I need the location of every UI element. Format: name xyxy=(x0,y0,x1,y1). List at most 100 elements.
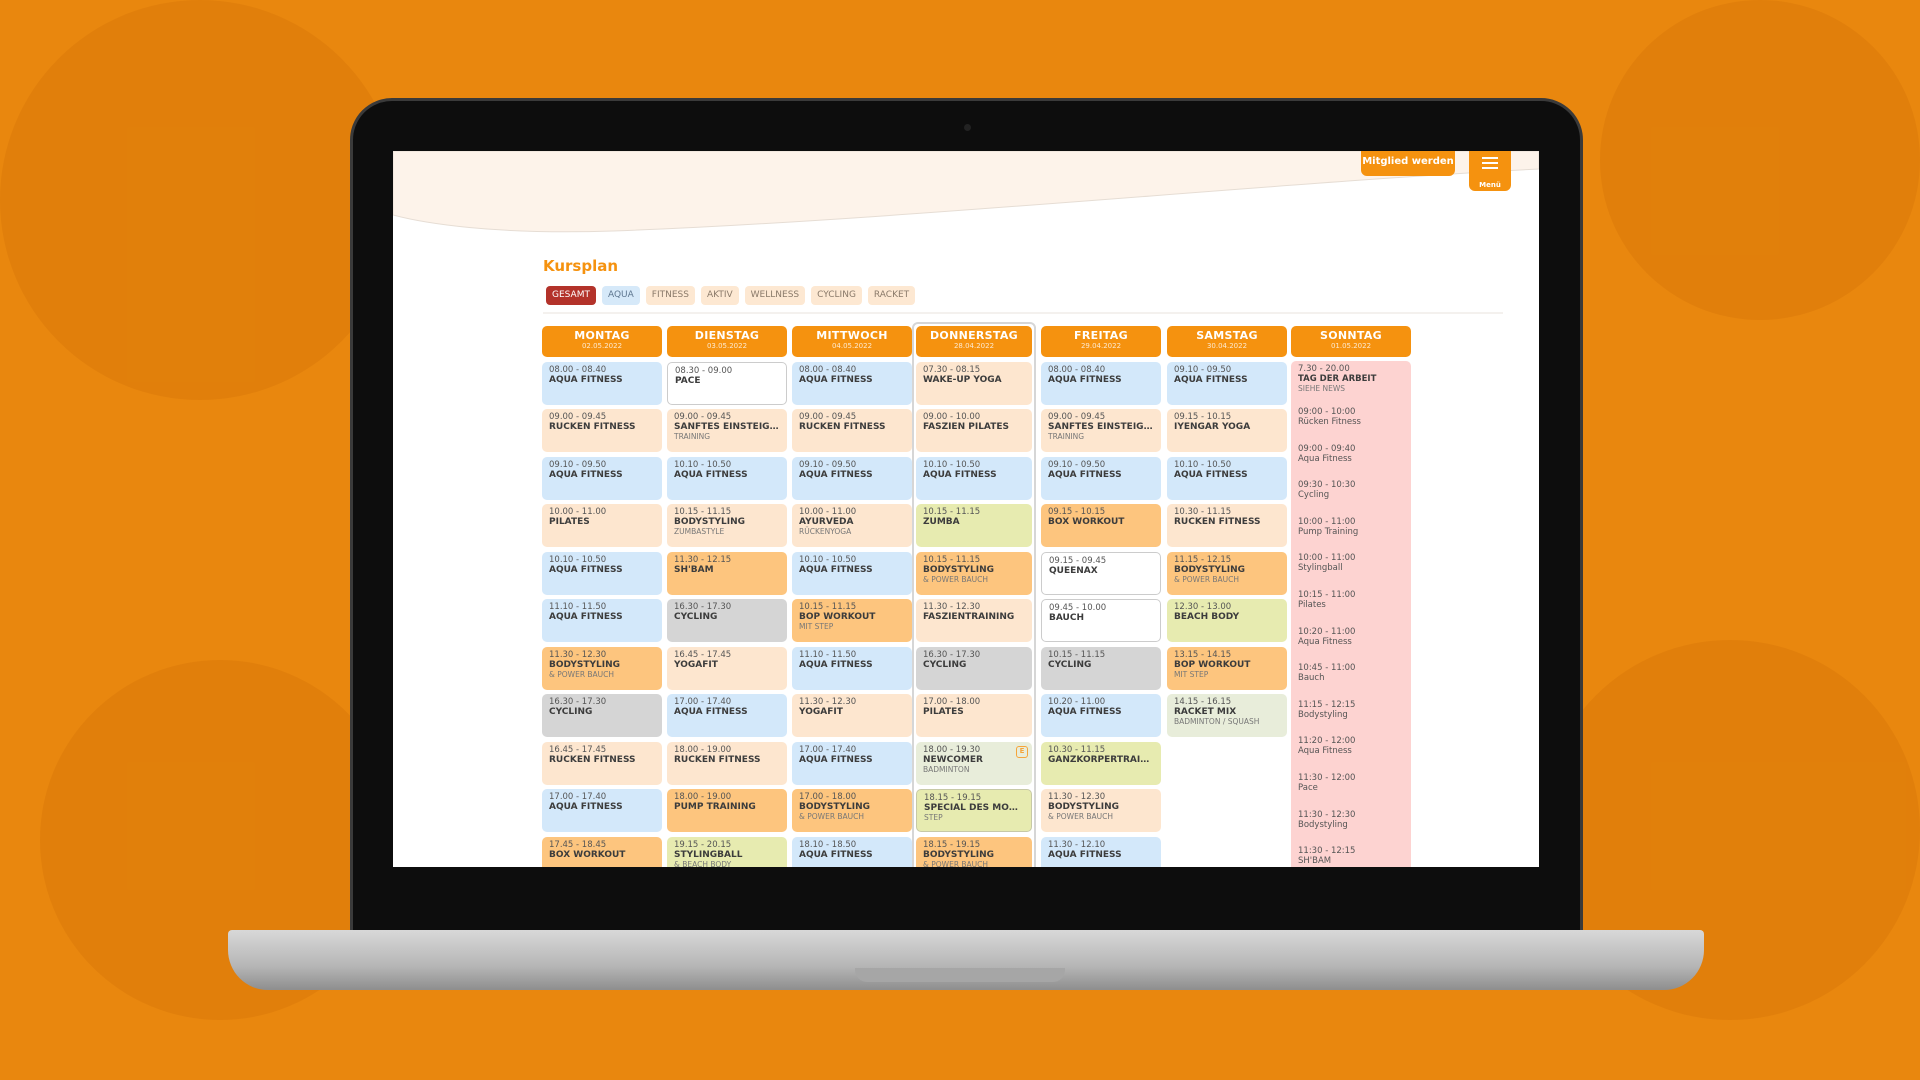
course-card[interactable]: 09.15 - 10.15 BOX WORKOUT xyxy=(1041,504,1161,547)
course-subtitle: SIEHE NEWS xyxy=(1298,384,1345,393)
course-card[interactable]: 16.30 - 17.30 CYCLING xyxy=(667,599,787,642)
course-time: 16.30 - 17.30 xyxy=(674,602,732,612)
course-card[interactable]: 16.45 - 17.45 YOGAFIT xyxy=(667,646,787,690)
course-name: SANFTES EINSTEIGER- xyxy=(1048,422,1154,432)
course-card[interactable]: 10.10 - 10.50 AQUA FITNESS xyxy=(1167,456,1287,500)
course-card[interactable]: 08.00 - 08.40 AQUA FITNESS xyxy=(792,361,912,405)
course-card[interactable]: 18.15 - 19.15 SPECIAL DES MON... STEP xyxy=(916,789,1032,832)
holiday-entry[interactable]: 7.30 - 20.00 TAG DER ARBEIT SIEHE NEWS xyxy=(1298,364,1404,407)
course-time: 10.10 - 10.50 xyxy=(549,554,607,565)
day-header: DONNERSTAG 28.04.2022 xyxy=(916,326,1032,357)
course-card[interactable]: 09.10 - 09.50 AQUA FITNESS xyxy=(1041,456,1161,500)
course-card[interactable]: 09.10 - 09.50 AQUA FITNESS xyxy=(792,456,912,500)
course-card[interactable]: 14.15 - 16.15 RACKET MIX BADMINTON / SQUAS… xyxy=(1167,694,1287,737)
course-name: FASZIEN PILATES xyxy=(923,422,1009,432)
course-card[interactable]: 10.10 - 10.50 AQUA FITNESS xyxy=(916,456,1032,500)
course-card[interactable]: 10.15 - 11.15 BODYSTYLING ZUMBASTYLE xyxy=(667,504,787,547)
course-card[interactable]: 11.30 - 12.30 BODYSTYLING & POWER BAUCH xyxy=(1041,789,1161,832)
course-card[interactable]: 16.30 - 17.30 CYCLING xyxy=(542,694,662,737)
course-card[interactable]: 18.10 - 18.50 AQUA FITNESS xyxy=(792,836,912,867)
course-time: 10.30 - 11.15 xyxy=(1174,507,1232,517)
course-card[interactable]: 18.15 - 19.15 BODYSTYLING & POWER BAUCH xyxy=(916,836,1032,867)
sunday-entry[interactable]: 11:30 - 12:30 Bodystyling xyxy=(1298,810,1404,847)
course-card[interactable]: 11.30 - 12.30 BODYSTYLING & POWER BAUCH xyxy=(542,646,662,690)
course-card[interactable]: 10.10 - 10.50 AQUA FITNESS xyxy=(542,551,662,595)
course-card[interactable]: 07.30 - 08.15 WAKE-UP YOGA xyxy=(916,361,1032,405)
course-card[interactable]: 18.00 - 19.00 PUMP TRAINING xyxy=(667,789,787,832)
course-card[interactable]: 10.15 - 11.15 ZUMBA xyxy=(916,504,1032,547)
sunday-entry[interactable]: 11:20 - 12:00 Aqua Fitness xyxy=(1298,736,1404,773)
sunday-entry[interactable]: 09:00 - 09:40 Aqua Fitness xyxy=(1298,444,1404,481)
course-card[interactable]: 09.15 - 09.45 QUEENAX xyxy=(1041,551,1161,595)
course-card[interactable]: 16.30 - 17.30 CYCLING xyxy=(916,646,1032,690)
course-card[interactable]: 11.30 - 12.15 SH'BAM xyxy=(667,551,787,595)
course-card[interactable]: 10.10 - 10.50 AQUA FITNESS xyxy=(792,551,912,595)
filter-aqua[interactable]: AQUA xyxy=(601,286,640,305)
course-card[interactable]: 08.00 - 08.40 AQUA FITNESS xyxy=(542,361,662,405)
course-card[interactable]: 10.10 - 10.50 AQUA FITNESS xyxy=(667,456,787,500)
course-card[interactable]: 16.45 - 17.45 RÜCKEN FITNESS xyxy=(542,741,662,785)
course-card[interactable]: 09.00 - 09.45 SANFTES EINSTEIGER- TRAINING xyxy=(667,409,787,452)
course-card[interactable]: 09.10 - 09.50 AQUA FITNESS xyxy=(1167,361,1287,405)
sunday-entry[interactable]: 11:30 - 12:00 Pace xyxy=(1298,773,1404,810)
course-card[interactable]: 18.00 - 19.00 RÜCKEN FITNESS xyxy=(667,741,787,785)
course-card[interactable]: 10.00 - 11.00 PILATES xyxy=(542,504,662,547)
course-time: 16.30 - 17.30 xyxy=(549,697,607,707)
course-card[interactable]: 09.00 - 09.45 RÜCKEN FITNESS xyxy=(792,409,912,452)
course-card[interactable]: 09.00 - 09.45 SANFTES EINSTEIGER- TRAINING xyxy=(1041,409,1161,452)
course-card[interactable]: 11.30 - 12.10 AQUA FITNESS xyxy=(1041,836,1161,867)
sunday-entry[interactable]: 10:45 - 11:00 Bauch xyxy=(1298,663,1404,700)
filter-fitness[interactable]: FITNESS xyxy=(645,286,695,305)
sunday-entry[interactable]: 09:30 - 10:30 Cycling xyxy=(1298,480,1404,517)
filter-wellness[interactable]: WELLNESS xyxy=(744,286,806,305)
course-card[interactable]: 10.15 - 11.15 BOP WORKOUT MIT STEP xyxy=(792,599,912,642)
day-date: 30.04.2022 xyxy=(1206,342,1248,350)
course-name: RÜCKEN FITNESS xyxy=(549,754,636,765)
course-time: 09.00 - 09.45 xyxy=(674,412,732,422)
sunday-entry[interactable]: 09:00 - 10:00 Rücken Fitness xyxy=(1298,407,1404,444)
course-card[interactable]: 11.10 - 11.50 AQUA FITNESS xyxy=(792,646,912,690)
sunday-entry[interactable]: 10:00 - 11:00 Pump Training xyxy=(1298,517,1404,554)
filter-gesamt[interactable]: GESAMT xyxy=(546,286,596,305)
course-card[interactable]: 10.15 - 11.15 BODYSTYLING & POWER BAUCH xyxy=(916,551,1032,595)
filter-racket[interactable]: RACKET xyxy=(867,286,916,305)
filter-aktiv[interactable]: AKTIV xyxy=(700,286,739,305)
course-card[interactable]: 10.00 - 11.00 AYURVEDA RÜCKENYOGA xyxy=(792,504,912,547)
course-card[interactable]: 08.00 - 08.40 AQUA FITNESS xyxy=(1041,361,1161,405)
course-card[interactable]: 09.15 - 10.15 IYENGAR YOGA xyxy=(1167,409,1287,452)
become-member-button[interactable]: Mitglied werden xyxy=(1361,151,1455,176)
course-card[interactable]: 09.10 - 09.50 AQUA FITNESS xyxy=(542,456,662,500)
course-card[interactable]: 17.00 - 17.40 AQUA FITNESS xyxy=(542,789,662,832)
course-card[interactable]: 10.30 - 11.15 RÜCKEN FITNESS xyxy=(1167,504,1287,547)
course-card[interactable]: 09.00 - 09.45 RÜCKEN FITNESS xyxy=(542,409,662,452)
course-card[interactable]: 18.00 - 19.30 NEWCOMER BADMINTON E xyxy=(916,741,1032,785)
course-card[interactable]: 08.30 - 09.00 PACE xyxy=(667,361,787,405)
course-card[interactable]: 12.30 - 13.00 BEACH BODY xyxy=(1167,599,1287,642)
course-card[interactable]: 09.45 - 10.00 BAUCH xyxy=(1041,599,1161,642)
course-card[interactable]: 11.15 - 12.15 BODYSTYLING & POWER BAUCH xyxy=(1167,551,1287,595)
course-card[interactable]: 11.10 - 11.50 AQUA FITNESS xyxy=(542,599,662,642)
course-card[interactable]: 11.30 - 12.30 YOGAFIT xyxy=(792,694,912,737)
course-card[interactable]: 10.15 - 11.15 CYCLING xyxy=(1041,646,1161,690)
course-card[interactable]: 09.00 - 10.00 FASZIEN PILATES xyxy=(916,409,1032,452)
filter-cycling[interactable]: CYCLING xyxy=(811,286,862,305)
course-card[interactable]: 17.00 - 18.00 PILATES xyxy=(916,694,1032,737)
course-card[interactable]: 19.15 - 20.15 STYLINGBALL & BEACH BODY xyxy=(667,836,787,867)
course-card[interactable]: 10.20 - 11.00 AQUA FITNESS xyxy=(1041,694,1161,737)
sunday-entry[interactable]: 11:15 - 12:15 Bodystyling xyxy=(1298,700,1404,737)
sunday-entry[interactable]: 10:20 - 11:00 Aqua Fitness xyxy=(1298,627,1404,664)
course-time: 17.00 - 17.40 xyxy=(549,792,607,802)
course-card[interactable]: 13.15 - 14.15 BOP WORKOUT MIT STEP xyxy=(1167,646,1287,690)
course-card[interactable]: 17.00 - 18.00 BODYSTYLING & POWER BAUCH xyxy=(792,789,912,832)
menu-button[interactable]: Menü xyxy=(1469,151,1511,191)
sunday-entry[interactable]: 11:30 - 12:15 SH'BAM xyxy=(1298,846,1404,867)
course-time: 09.45 - 10.00 xyxy=(1049,603,1107,613)
course-card[interactable]: 17.45 - 18.45 BOX WORKOUT xyxy=(542,836,662,867)
course-time: 11.15 - 12.15 xyxy=(1174,554,1232,565)
course-card[interactable]: 17.00 - 17.40 AQUA FITNESS xyxy=(667,694,787,737)
course-card[interactable]: 10.30 - 11.15 GANZKÖRPERTRAINI... xyxy=(1041,741,1161,785)
sunday-entry[interactable]: 10:00 - 11:00 Stylingball xyxy=(1298,553,1404,590)
course-card[interactable]: 17.00 - 17.40 AQUA FITNESS xyxy=(792,741,912,785)
course-card[interactable]: 11.30 - 12.30 FASZIENTRAINING xyxy=(916,599,1032,642)
sunday-entry[interactable]: 10:15 - 11:00 Pilates xyxy=(1298,590,1404,627)
